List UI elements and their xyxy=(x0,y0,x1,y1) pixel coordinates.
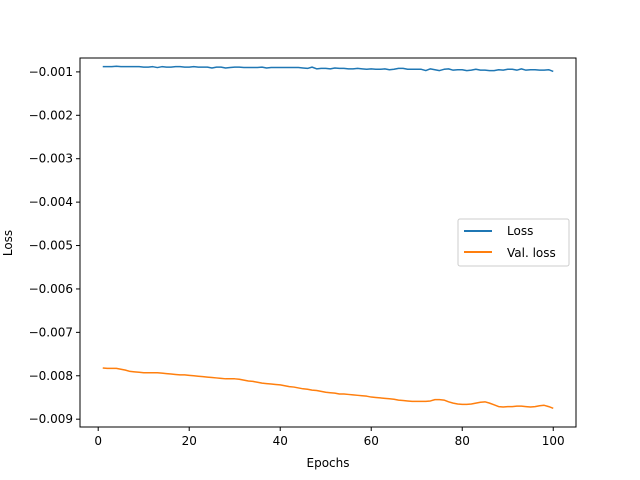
y-tick-label: −0.004 xyxy=(29,195,73,209)
y-tick-label: −0.002 xyxy=(29,108,73,122)
y-axis-label: Loss xyxy=(1,230,15,256)
plot-lines xyxy=(102,65,554,410)
legend-label-loss: Loss xyxy=(507,224,533,238)
x-tick-label: 0 xyxy=(94,434,102,448)
x-tick-label: 40 xyxy=(273,434,288,448)
y-tick-label: −0.005 xyxy=(29,239,73,253)
y-tick-label: −0.001 xyxy=(29,65,73,79)
x-axis-label: Epochs xyxy=(307,456,350,470)
legend: Loss Val. loss xyxy=(457,218,570,267)
y-tick-label: −0.007 xyxy=(29,325,73,339)
y-tick-label: −0.006 xyxy=(29,282,73,296)
legend-label-val-loss: Val. loss xyxy=(507,246,556,260)
y-tick-label: −0.008 xyxy=(29,369,73,383)
series-line-val-loss xyxy=(102,367,554,410)
x-tick-label: 60 xyxy=(364,434,379,448)
y-tick-label: −0.009 xyxy=(29,412,73,426)
x-axis-ticks: 0 20 40 60 80 100 xyxy=(94,427,565,448)
x-tick-label: 20 xyxy=(182,434,197,448)
plot-area-frame xyxy=(79,57,577,428)
y-tick-label: −0.003 xyxy=(29,152,73,166)
x-tick-label: 100 xyxy=(542,434,565,448)
series-line-loss xyxy=(102,65,554,73)
x-tick-label: 80 xyxy=(455,434,470,448)
y-axis-ticks: −0.001 −0.002 −0.003 −0.004 −0.005 −0.006 −0.0… xyxy=(29,65,80,426)
